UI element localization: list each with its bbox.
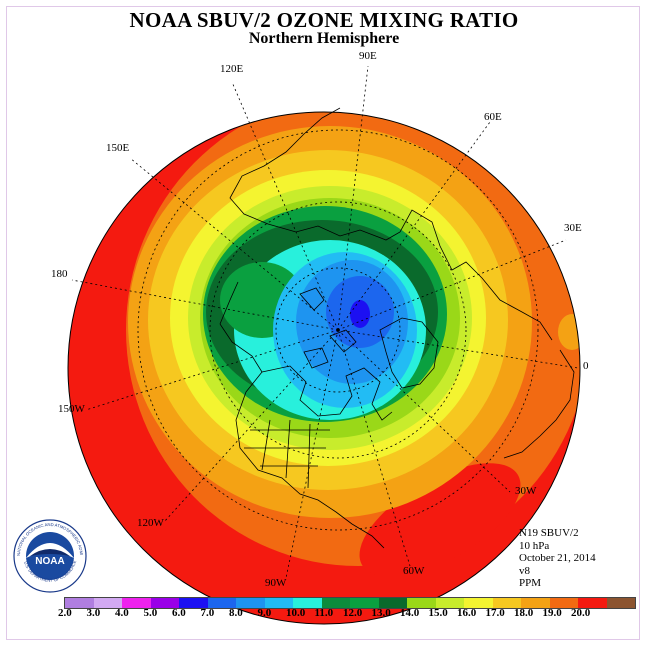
version-label: v8 bbox=[519, 564, 530, 577]
page-subtitle: Northern Hemisphere bbox=[248, 30, 400, 47]
color-scale-tick-label: 4.0 bbox=[115, 607, 129, 619]
color-scale-segment bbox=[122, 598, 151, 608]
meridian-180 bbox=[71, 279, 339, 331]
units-label: PPM bbox=[519, 577, 542, 590]
color-scale-tick-label: 10.0 bbox=[286, 607, 306, 619]
color-scale-tick-label: 8.0 bbox=[229, 607, 243, 619]
greenland-coast bbox=[379, 317, 439, 389]
lon-label-60w: 60W bbox=[403, 565, 425, 577]
latitude-circle-70 bbox=[275, 267, 401, 393]
lon-label-120w: 120W bbox=[137, 517, 164, 529]
logo-wordmark: NOAA bbox=[35, 556, 64, 567]
alaska-coast bbox=[219, 281, 263, 373]
africa-coast bbox=[503, 349, 575, 459]
color-scale-tick-label: 3.0 bbox=[86, 607, 101, 619]
color-scale-segment bbox=[236, 598, 265, 608]
logo-dark-bird bbox=[30, 549, 70, 556]
arctic-islands bbox=[299, 287, 357, 369]
graticule bbox=[71, 65, 579, 579]
lon-label-150w: 150W bbox=[58, 403, 85, 415]
noaa-logo: NOAA NATIONAL OCEANIC AND ATMOSPHERIC AD… bbox=[12, 518, 87, 593]
ozone-field bbox=[68, 112, 580, 624]
meridian-90e bbox=[337, 65, 369, 331]
meridian-60w bbox=[337, 329, 411, 567]
lon-label-90w: 90W bbox=[265, 577, 287, 589]
meridian-0 bbox=[337, 329, 579, 369]
lon-label-60e: 60E bbox=[484, 111, 502, 123]
color-scale-tick-label: 11.0 bbox=[314, 607, 334, 619]
color-scale-tick-label: 6.0 bbox=[172, 607, 186, 619]
band-17-east bbox=[558, 314, 580, 350]
color-scale-tick-label: 12.0 bbox=[343, 607, 363, 619]
color-scale-segment bbox=[578, 598, 607, 608]
color-scale-tick-label: 20.0 bbox=[571, 607, 591, 619]
logo-blue-disc bbox=[26, 532, 74, 580]
color-scale-segment bbox=[293, 598, 322, 608]
color-scale-segment bbox=[179, 598, 208, 608]
meridian-90w bbox=[285, 329, 339, 579]
color-scale-segment bbox=[606, 598, 635, 608]
map-outline bbox=[67, 111, 581, 625]
latitude-circle-50 bbox=[209, 201, 467, 459]
data-info: N19 SBUV/2 10 hPa October 21, 2014 v8 PP… bbox=[519, 527, 596, 590]
pressure-level: 10 hPa bbox=[519, 539, 550, 552]
color-scale-segment bbox=[521, 598, 550, 608]
color-scale-tick-label: 14.0 bbox=[400, 607, 420, 619]
color-scale-tick-label: 19.0 bbox=[542, 607, 562, 619]
figure-frame bbox=[6, 6, 640, 640]
lon-label-150e: 150E bbox=[106, 142, 130, 154]
meridian-120w bbox=[163, 329, 339, 523]
color-scale-segment bbox=[350, 598, 379, 608]
latitude-circle-30 bbox=[137, 129, 539, 531]
color-scale-segment bbox=[549, 598, 578, 608]
lon-label-120e: 120E bbox=[220, 63, 244, 75]
color-scale-tick-label: 17.0 bbox=[485, 607, 505, 619]
meridian-30w bbox=[337, 329, 511, 493]
eurasia-coast bbox=[229, 107, 553, 341]
color-scale-segment bbox=[435, 598, 464, 608]
color-scale-segment bbox=[464, 598, 493, 608]
color-scale-segment bbox=[93, 598, 122, 608]
satellite-label: N19 SBUV/2 bbox=[519, 527, 579, 539]
lon-label-30w: 30W bbox=[515, 485, 537, 497]
color-scale-tick-label: 9.0 bbox=[257, 607, 272, 619]
lon-label-0: 0 bbox=[583, 360, 589, 372]
lon-label-90e: 90E bbox=[359, 50, 377, 62]
color-scale-tick-label: 5.0 bbox=[143, 607, 158, 619]
color-scale-segment bbox=[378, 598, 407, 608]
lon-label-30e: 30E bbox=[564, 222, 582, 234]
color-scale-segment bbox=[492, 598, 521, 608]
color-scale-tick-label: 16.0 bbox=[457, 607, 477, 619]
color-scale-segment bbox=[65, 598, 94, 608]
color-scale-segment bbox=[264, 598, 293, 608]
color-scale-tick-label: 15.0 bbox=[428, 607, 448, 619]
color-scale-segment bbox=[150, 598, 179, 608]
color-scale-tick-label: 2.0 bbox=[58, 607, 72, 619]
band-17-south bbox=[359, 463, 521, 577]
coastlines bbox=[219, 107, 575, 549]
meridian-150w bbox=[85, 329, 339, 411]
color-scale-segment bbox=[207, 598, 236, 608]
color-scale-tick-label: 7.0 bbox=[200, 607, 215, 619]
color-scale-segment bbox=[321, 598, 350, 608]
meridian-30e bbox=[337, 239, 567, 331]
color-scale-bar bbox=[64, 597, 636, 609]
us-state-grid bbox=[244, 419, 330, 489]
color-scale-tick-label: 13.0 bbox=[371, 607, 391, 619]
date-label: October 21, 2014 bbox=[519, 552, 596, 565]
page-title: NOAA SBUV/2 OZONE MIXING RATIO bbox=[129, 8, 519, 32]
lon-label-180: 180 bbox=[51, 268, 68, 280]
color-scale-tick-label: 18.0 bbox=[514, 607, 534, 619]
band-5 bbox=[350, 300, 370, 328]
color-scale-segment bbox=[407, 598, 436, 608]
north-america-coast bbox=[235, 365, 393, 549]
